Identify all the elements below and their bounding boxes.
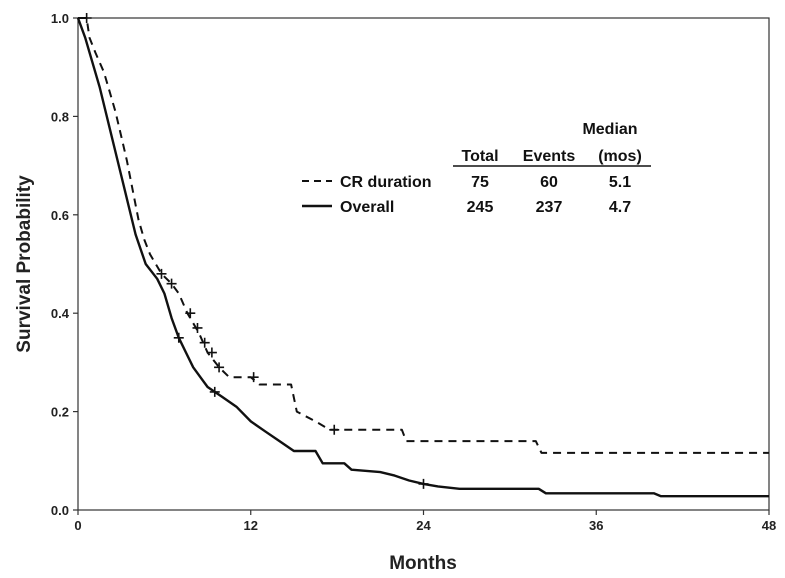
series-line-cr-duration <box>78 17 769 454</box>
censor-mark-cr-duration <box>329 424 340 435</box>
series-layer <box>76 13 769 498</box>
x-tick-label: 0 <box>74 518 81 533</box>
legend-label-overall: Overall <box>340 199 394 216</box>
legend-median-overall: 4.7 <box>609 199 631 216</box>
y-axis-ticks: 0.0 0.2 0.4 0.6 0.8 1.0 <box>51 11 78 518</box>
legend-total-overall: 245 <box>467 199 494 216</box>
legend: Median Total Events (mos) CR duration 75… <box>302 121 651 216</box>
censor-mark-cr-duration <box>248 372 259 383</box>
y-axis-title: Survival Probability <box>14 175 35 353</box>
censor-mark-cr-duration <box>199 337 210 348</box>
censor-mark-cr-duration <box>192 322 203 333</box>
y-tick-label: 0.6 <box>51 208 69 223</box>
censor-mark-cr-duration <box>206 347 217 358</box>
legend-header-mos: (mos) <box>598 148 642 165</box>
legend-events-cr-duration: 60 <box>540 174 558 191</box>
legend-events-overall: 237 <box>536 199 563 216</box>
y-tick-label: 0.0 <box>51 503 69 518</box>
x-axis-title: Months <box>389 553 457 574</box>
censor-mark-cr-duration <box>81 13 92 23</box>
x-tick-label: 36 <box>589 518 603 533</box>
y-tick-label: 0.8 <box>51 109 69 124</box>
y-tick-label: 0.2 <box>51 405 69 420</box>
censor-mark-cr-duration <box>156 268 167 279</box>
legend-label-cr-duration: CR duration <box>340 174 432 191</box>
series-line-overall <box>76 17 769 498</box>
x-tick-label: 12 <box>244 518 258 533</box>
legend-header-events: Events <box>523 148 576 165</box>
plot-frame <box>77 17 770 511</box>
legend-median-cr-duration: 5.1 <box>609 174 631 191</box>
censor-mark-overall <box>209 386 220 397</box>
y-tick-label: 0.4 <box>51 306 70 321</box>
censor-mark-cr-duration <box>166 278 177 289</box>
x-tick-label: 24 <box>416 518 431 533</box>
censor-mark-overall <box>418 478 429 489</box>
y-tick-label: 1.0 <box>51 11 69 26</box>
x-tick-label: 48 <box>762 518 776 533</box>
censor-mark-cr-duration <box>214 362 225 373</box>
censor-mark-cr-duration <box>185 308 196 319</box>
legend-header-total: Total <box>461 148 498 165</box>
x-axis-ticks: 0 12 24 36 48 <box>74 510 776 533</box>
legend-total-cr-duration: 75 <box>471 174 489 191</box>
censor-mark-overall <box>173 332 184 343</box>
legend-header-median: Median <box>582 121 637 138</box>
